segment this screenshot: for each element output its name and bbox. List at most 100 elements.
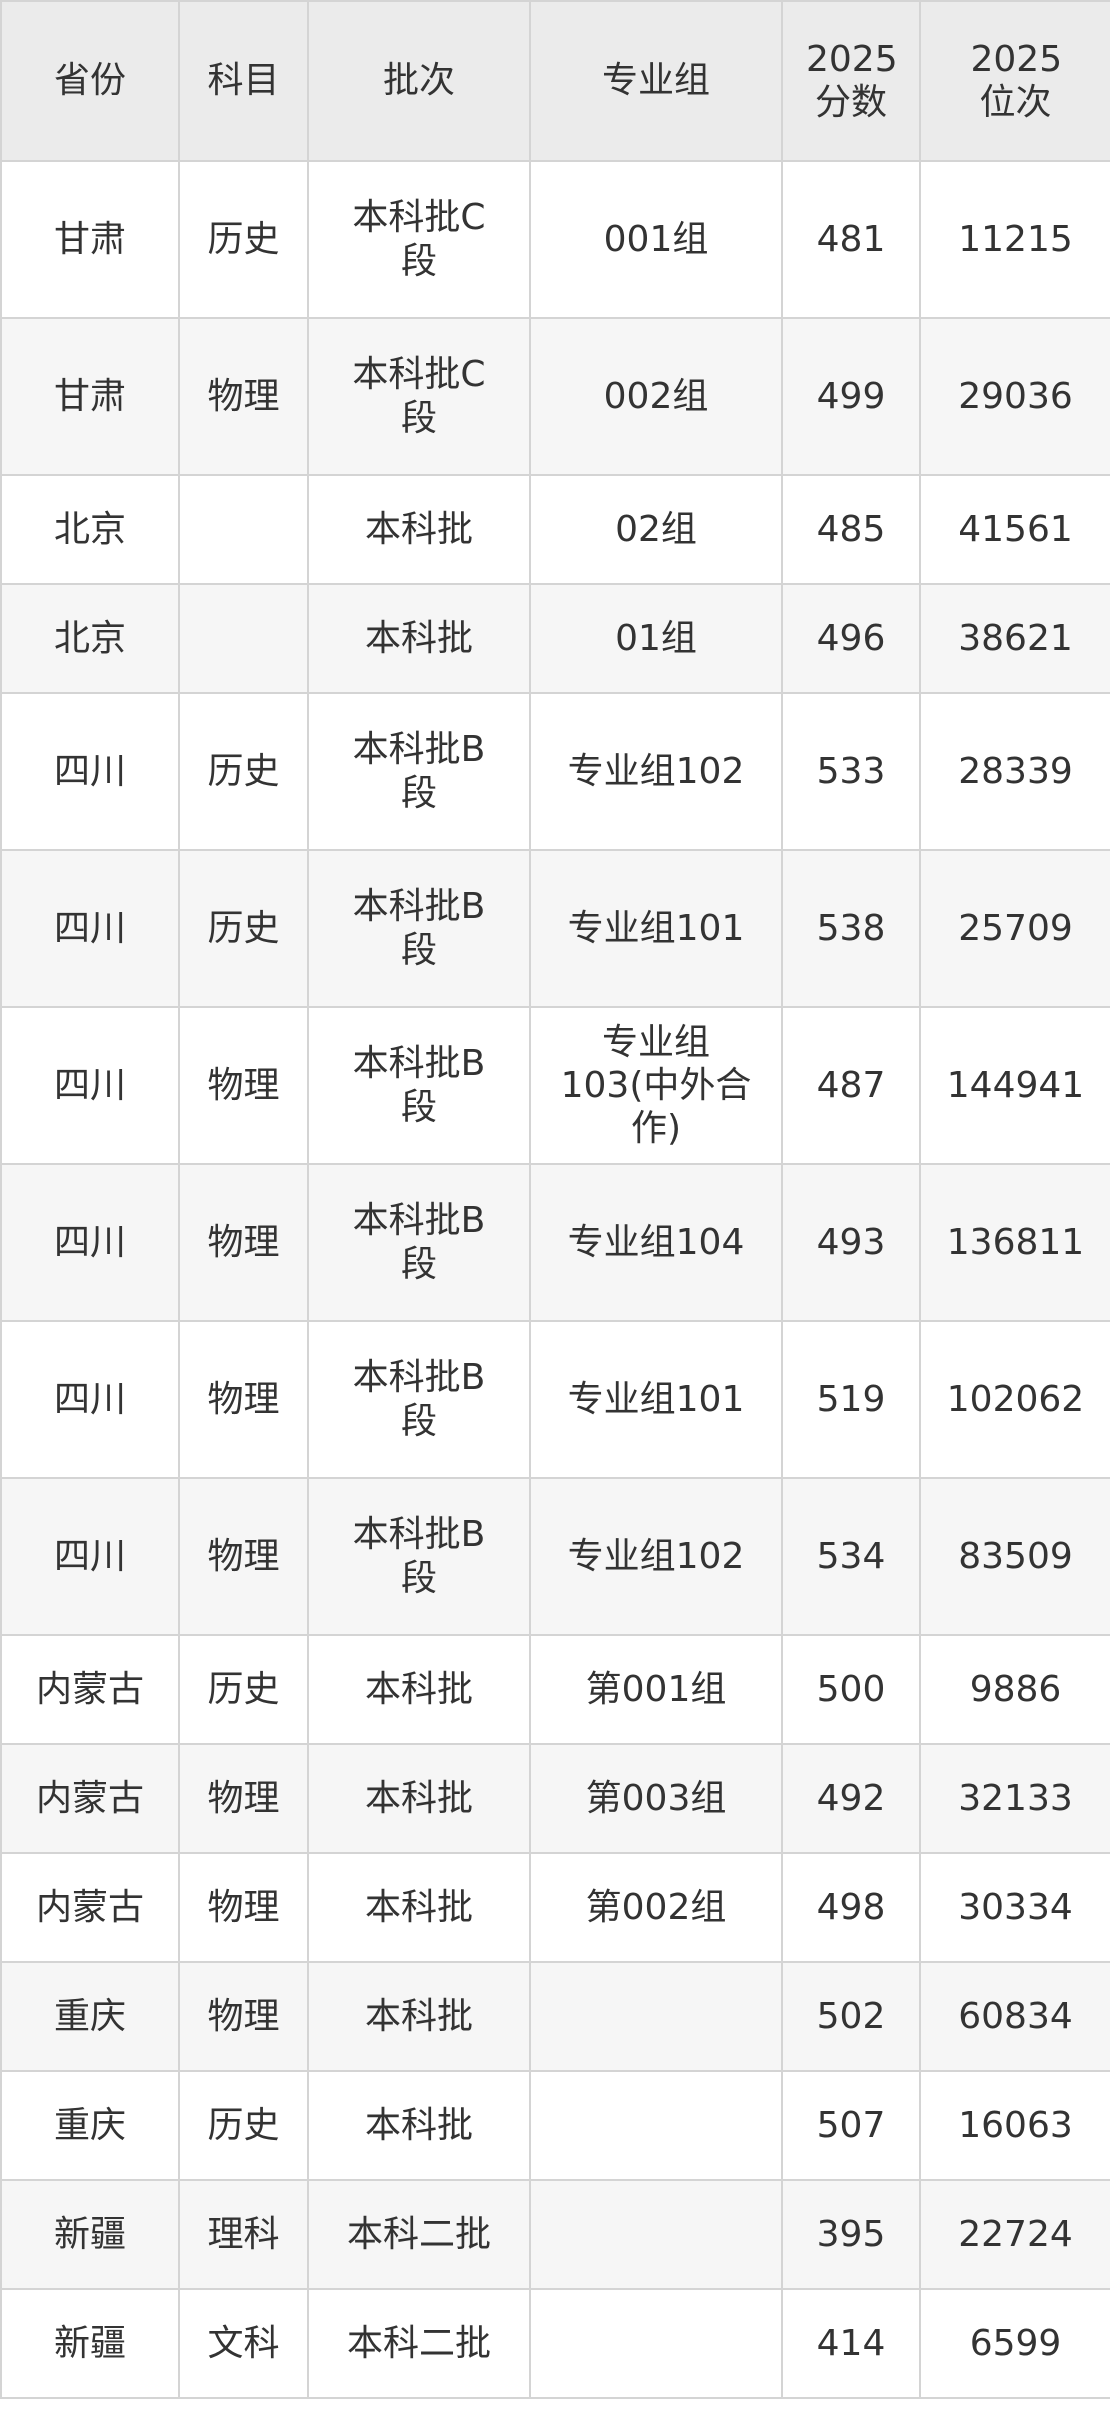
table-cell: 北京: [0, 474, 180, 585]
table-cell: 历史: [178, 2070, 309, 2181]
cell-text: 本科批B段: [352, 729, 486, 814]
table-cell: 四川: [0, 849, 180, 1008]
cell-text: 498: [816, 1886, 886, 1928]
cell-text: 物理: [207, 1886, 280, 1928]
cell-text: 专业组104: [567, 1221, 745, 1263]
table-cell: 本科批B段: [307, 1163, 531, 1322]
table-cell: 专业组104: [529, 1163, 783, 1322]
table-cell: 144941: [919, 1006, 1110, 1165]
table-cell: 第001组: [529, 1634, 783, 1745]
table-cell: 本科批B段: [307, 1320, 531, 1479]
cell-text: 496: [816, 617, 886, 659]
table-row: 重庆 物理 本科批 502 60834: [0, 1961, 1110, 2072]
cell-text: 重庆: [53, 1995, 126, 2037]
cell-text: 四川: [53, 1535, 126, 1577]
table-cell: 甘肃: [0, 160, 180, 319]
header-cell: 专业组: [529, 0, 783, 162]
table-row: 内蒙古 物理 本科批 第002组 498 30334: [0, 1852, 1110, 1963]
table-cell: 本科批C段: [307, 160, 531, 319]
cell-text: 01组: [615, 617, 697, 659]
cell-text: 60834: [958, 1995, 1073, 2037]
table-cell: 物理: [178, 1163, 309, 1322]
table-cell: 本科批C段: [307, 317, 531, 476]
cell-text: 144941: [946, 1064, 1085, 1106]
header-cell: 2025分数: [781, 0, 921, 162]
table-row: 甘肃 物理 本科批C段 002组 499 29036: [0, 317, 1110, 476]
table-cell: 本科批: [307, 1852, 531, 1963]
cell-text: 专业组102: [567, 750, 745, 792]
table-cell: 502: [781, 1961, 921, 2072]
cell-text: 本科批: [364, 1886, 473, 1928]
table-cell: 136811: [919, 1163, 1110, 1322]
table-cell: 四川: [0, 1006, 180, 1165]
cell-text: 25709: [958, 907, 1073, 949]
table-row: 新疆 理科 本科二批 395 22724: [0, 2179, 1110, 2290]
cell-text: 专业组103(中外合作): [560, 1021, 752, 1150]
table-cell: 历史: [178, 160, 309, 319]
cell-text: 四川: [53, 1378, 126, 1420]
table-cell: 四川: [0, 1163, 180, 1322]
table-cell: 专业组103(中外合作): [529, 1006, 783, 1165]
table-cell: 481: [781, 160, 921, 319]
cell-text: 本科批C段: [352, 197, 486, 282]
cell-text: 6599: [969, 2322, 1062, 2364]
cell-text: 物理: [207, 375, 280, 417]
table-cell: 492: [781, 1743, 921, 1854]
table-cell: [178, 583, 309, 694]
table-cell: 文科: [178, 2288, 309, 2399]
table-cell: 物理: [178, 1006, 309, 1165]
table-row: 甘肃 历史 本科批C段 001组 481 11215: [0, 160, 1110, 319]
cell-text: 493: [816, 1221, 886, 1263]
table-cell: 内蒙古: [0, 1743, 180, 1854]
cell-text: 534: [816, 1535, 886, 1577]
table-cell: 499: [781, 317, 921, 476]
table-cell: 物理: [178, 317, 309, 476]
cell-text: 本科批B段: [352, 1200, 486, 1285]
cell-text: 002组: [603, 375, 709, 417]
table-cell: 500: [781, 1634, 921, 1745]
cell-text: 22724: [958, 2213, 1073, 2255]
table-cell: 本科批: [307, 474, 531, 585]
cell-text: 历史: [207, 907, 280, 949]
cell-text: 甘肃: [53, 375, 126, 417]
table-row: 四川 物理 本科批B段 专业组103(中外合作) 487 144941: [0, 1006, 1110, 1165]
cell-text: 内蒙古: [35, 1668, 144, 1710]
table-cell: 02组: [529, 474, 783, 585]
table-cell: 414: [781, 2288, 921, 2399]
cell-text: 专业组: [601, 60, 710, 102]
table-row: 北京 本科批 01组 496 38621: [0, 583, 1110, 694]
cell-text: 414: [816, 2322, 886, 2364]
table-cell: 9886: [919, 1634, 1110, 1745]
cell-text: 519: [816, 1378, 886, 1420]
table-cell: 专业组101: [529, 1320, 783, 1479]
table-cell: 29036: [919, 317, 1110, 476]
cell-text: 文科: [207, 2322, 280, 2364]
table-cell: 507: [781, 2070, 921, 2181]
table-cell: 历史: [178, 849, 309, 1008]
table-row: 四川 物理 本科批B段 专业组104 493 136811: [0, 1163, 1110, 1322]
cell-text: 本科批B段: [352, 1043, 486, 1128]
table-cell: 物理: [178, 1961, 309, 2072]
cell-text: 502: [816, 1995, 886, 2037]
cell-text: 理科: [207, 2213, 280, 2255]
table-cell: 本科二批: [307, 2179, 531, 2290]
cell-text: 41561: [958, 508, 1073, 550]
table-cell: 理科: [178, 2179, 309, 2290]
cell-text: 专业组102: [567, 1535, 745, 1577]
table-cell: 物理: [178, 1852, 309, 1963]
table-cell: 第003组: [529, 1743, 783, 1854]
cell-text: 物理: [207, 1777, 280, 1819]
table-cell: 01组: [529, 583, 783, 694]
cell-text: 29036: [958, 375, 1073, 417]
table-cell: 本科批: [307, 583, 531, 694]
table-cell: 395: [781, 2179, 921, 2290]
table-cell: 本科批: [307, 1743, 531, 1854]
cell-text: 内蒙古: [35, 1777, 144, 1819]
cell-text: 395: [816, 2213, 886, 2255]
table-cell: 493: [781, 1163, 921, 1322]
cell-text: 538: [816, 907, 886, 949]
table-cell: 本科批: [307, 1961, 531, 2072]
table-cell: 519: [781, 1320, 921, 1479]
cell-text: 科目: [207, 60, 280, 102]
table-row: 四川 物理 本科批B段 专业组102 534 83509: [0, 1477, 1110, 1636]
